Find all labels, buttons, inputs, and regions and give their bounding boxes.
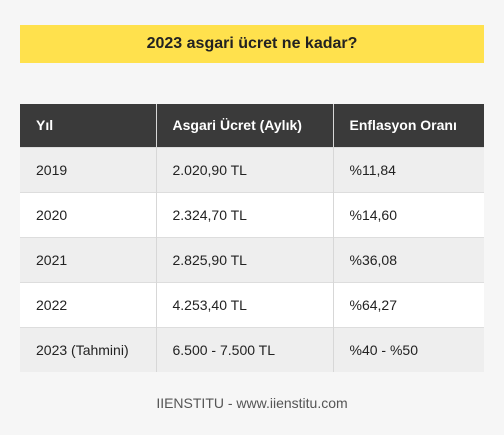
- cell-inflation-rate: %14,60: [333, 191, 484, 237]
- footer-credit: IIENSTITU - www.iienstitu.com: [156, 395, 348, 411]
- cell-year: 2022: [20, 281, 157, 327]
- cell-year: 2019: [20, 146, 157, 192]
- cell-inflation-rate: %11,84: [333, 146, 484, 192]
- table-row: 2022 4.253,40 TL %64,27: [20, 281, 484, 327]
- header-year: Yıl: [20, 104, 157, 147]
- page-title: 2023 asgari ücret ne kadar?: [146, 35, 358, 52]
- cell-year: 2021: [20, 236, 157, 282]
- table-row: 2023 (Tahmini) 6.500 - 7.500 TL %40 - %5…: [20, 326, 484, 372]
- cell-inflation-rate: %64,27: [333, 281, 484, 327]
- table-row: 2019 2.020,90 TL %11,84: [20, 146, 484, 192]
- cell-inflation-rate: %40 - %50: [333, 326, 484, 372]
- cell-minimum-wage: 2.020,90 TL: [156, 146, 334, 192]
- table-header-row: Yıl Asgari Ücret (Aylık) Enflasyon Oranı: [20, 104, 484, 147]
- table-row: 2021 2.825,90 TL %36,08: [20, 236, 484, 282]
- cell-year: 2023 (Tahmini): [20, 326, 157, 372]
- cell-minimum-wage: 4.253,40 TL: [156, 281, 334, 327]
- title-banner: 2023 asgari ücret ne kadar?: [20, 25, 484, 63]
- header-inflation-rate: Enflasyon Oranı: [333, 104, 484, 147]
- header-minimum-wage: Asgari Ücret (Aylık): [156, 104, 334, 147]
- minimum-wage-table: Yıl Asgari Ücret (Aylık) Enflasyon Oranı…: [20, 104, 484, 372]
- cell-minimum-wage: 6.500 - 7.500 TL: [156, 326, 334, 372]
- cell-inflation-rate: %36,08: [333, 236, 484, 282]
- cell-year: 2020: [20, 191, 157, 237]
- cell-minimum-wage: 2.825,90 TL: [156, 236, 334, 282]
- table-row: 2020 2.324,70 TL %14,60: [20, 191, 484, 237]
- cell-minimum-wage: 2.324,70 TL: [156, 191, 334, 237]
